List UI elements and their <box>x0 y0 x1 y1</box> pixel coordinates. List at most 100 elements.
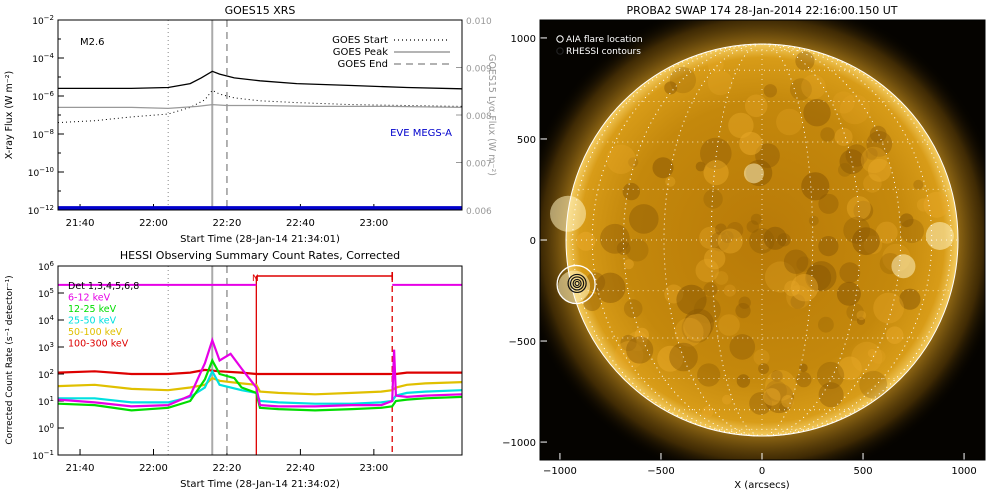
swap-flare-marker <box>556 264 596 305</box>
swap-texture-blob <box>860 146 888 174</box>
goes-x-tick-label: 23:00 <box>359 218 388 229</box>
swap-texture-blob <box>721 230 734 244</box>
swap-texture-blob <box>763 84 777 98</box>
swap-y-tick-label: 0 <box>530 236 536 247</box>
swap-texture-blob <box>746 220 759 233</box>
hessi-y-tick-label: 105 <box>38 287 54 300</box>
swap-texture-blob <box>623 299 643 318</box>
swap-x-tick-label: −500 <box>647 466 674 477</box>
swap-rhessi-contour <box>572 278 582 289</box>
swap-x-tick-label: 0 <box>759 466 765 477</box>
swap-active-region <box>891 254 916 279</box>
goes-x-tick-label: 21:40 <box>66 218 95 229</box>
swap-y-tick-label: 500 <box>517 135 536 146</box>
swap-texture-blob <box>923 191 950 218</box>
swap-texture-blob <box>851 341 883 373</box>
swap-texture-blob <box>790 294 806 310</box>
swap-texture-blob <box>808 215 819 226</box>
swap-texture-blob <box>753 349 770 366</box>
swap-texture-blob <box>715 223 727 236</box>
swap-y-tick-label: −1000 <box>502 438 536 449</box>
hessi-y-tick-label: 100 <box>38 422 54 435</box>
goes-legend-peak: GOES Peak <box>333 47 388 58</box>
swap-y-tick-label: 1000 <box>511 34 536 45</box>
swap-legend: AIA flare location RHESSI contours <box>556 35 643 57</box>
swap-texture-blob <box>676 284 707 315</box>
swap-aia-location-circle <box>556 264 596 305</box>
goes-right-tick-label: 0.007 <box>466 160 492 170</box>
swap-grid-longitude <box>663 43 861 437</box>
swap-texture-blob <box>665 176 676 187</box>
swap-texture-blob <box>865 147 878 160</box>
swap-texture-blob <box>606 144 636 174</box>
swap-texture-blob <box>744 94 768 118</box>
swap-texture-blob <box>739 131 763 156</box>
swap-texture-blob <box>763 226 787 250</box>
swap-texture-blob <box>664 81 678 95</box>
goes-x-tick-label: 22:00 <box>139 218 168 229</box>
swap-texture-blob <box>899 288 921 310</box>
swap-texture-blob <box>726 222 744 239</box>
swap-texture-blob <box>786 285 811 310</box>
swap-texture-blob <box>838 163 852 177</box>
swap-texture-blob <box>703 160 729 186</box>
swap-texture-blob <box>869 125 887 143</box>
goes-title: GOES15 XRS <box>225 4 296 17</box>
swap-texture-blob <box>681 312 712 343</box>
swap-texture-blob <box>899 213 914 228</box>
swap-texture-blob <box>838 356 862 381</box>
swap-texture-blob <box>875 221 898 244</box>
swap-grid-longitude <box>572 43 952 437</box>
hessi-y-tick-label: 103 <box>38 341 54 354</box>
swap-texture-blob <box>703 189 723 209</box>
hessi-x-tick-label: 22:00 <box>139 463 168 474</box>
swap-texture-blob <box>707 70 733 96</box>
swap-texture-blob <box>704 247 726 270</box>
swap-texture-blob <box>625 238 649 262</box>
swap-texture-blob <box>750 213 762 225</box>
swap-texture-blob <box>784 280 800 297</box>
goes-x-tick-label: 22:40 <box>286 218 315 229</box>
swap-texture-blob <box>873 292 904 324</box>
goes-y-tick-label: 10−6 <box>32 90 54 103</box>
hessi-legend-item: 50-100 keV <box>68 327 123 338</box>
swap-texture-blob <box>776 108 803 136</box>
hessi-legend-item: 6-12 keV <box>68 293 111 304</box>
swap-texture-blob <box>796 256 812 272</box>
swap-texture-blob <box>583 293 602 312</box>
swap-texture-blob <box>758 363 770 375</box>
swap-texture-blob <box>709 231 730 252</box>
swap-texture-blob <box>729 334 756 360</box>
swap-grid-longitude <box>591 43 933 437</box>
swap-texture-blob <box>845 144 868 167</box>
swap-xlabel: X (arcsecs) <box>734 480 790 491</box>
swap-texture-blob <box>913 179 924 190</box>
swap-texture-blob <box>627 331 648 352</box>
goes-right-tick-label: 0.006 <box>466 207 492 217</box>
hessi-x-tick-label: 22:20 <box>213 463 242 474</box>
swap-texture-blob <box>623 259 634 270</box>
hessi-x-tick-label: 23:00 <box>359 463 388 474</box>
swap-legend-rhessi: RHESSI contours <box>566 47 641 57</box>
hessi-flag-label: N <box>252 274 259 284</box>
swap-texture-blob <box>846 303 864 321</box>
goes-legend: GOES Start GOES Peak GOES End <box>332 35 450 70</box>
swap-texture-blob <box>634 327 649 343</box>
goes-series-long <box>58 70 462 90</box>
swap-rhessi-contour <box>570 276 585 291</box>
hessi-x-tick-label: 21:40 <box>66 463 95 474</box>
swap-texture-blob <box>702 406 714 418</box>
swap-x-tick-label: 1000 <box>951 466 976 477</box>
swap-active-region <box>925 221 954 250</box>
swap-texture-blob <box>735 303 751 319</box>
swap-frame <box>539 19 986 461</box>
hessi-series <box>58 283 462 412</box>
swap-texture-blob <box>805 264 832 291</box>
swap-texture-blob <box>763 388 781 406</box>
swap-texture-blob <box>781 395 795 408</box>
swap-texture-blob <box>796 371 812 388</box>
swap-rhessi-contour <box>567 273 587 294</box>
hessi-legend-item: Det 1,3,4,5,6,8 <box>68 281 139 292</box>
swap-texture-blob <box>714 271 729 285</box>
hessi-frame <box>57 265 463 456</box>
